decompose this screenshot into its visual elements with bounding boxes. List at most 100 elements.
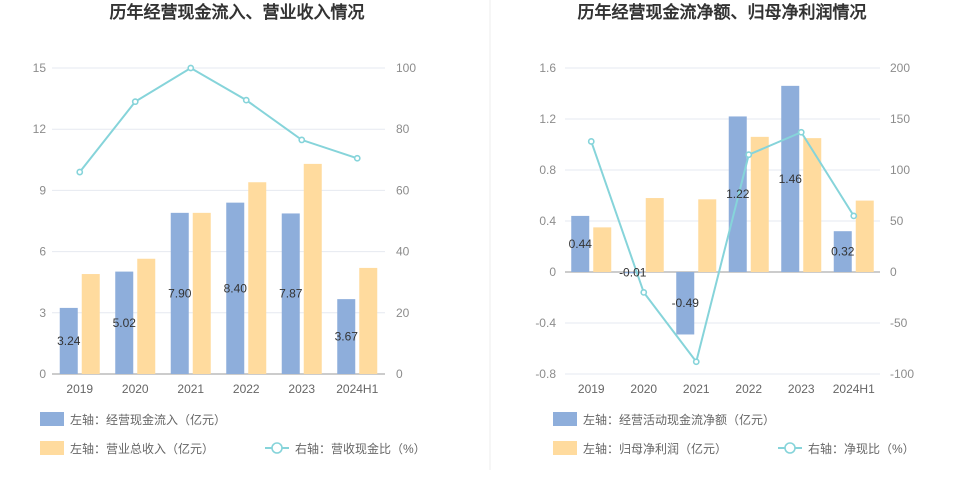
ratio-point: [242, 96, 250, 104]
y-left-tick-label: 0.4: [539, 214, 556, 228]
bar-series-1: [833, 231, 852, 272]
y-right-tick-label: 150: [890, 112, 910, 126]
legend-swatch: [553, 441, 577, 455]
y-left-tick-label: -0.4: [535, 316, 556, 330]
ratio-line: [78, 66, 358, 173]
legend-label: 右轴：营收现金比（%）: [295, 441, 426, 456]
y-right-tick-label: 40: [396, 245, 410, 259]
ratio-point: [745, 151, 753, 159]
y-left-tick-label: 3: [39, 306, 46, 320]
legend-swatch: [553, 412, 577, 426]
y-left-tick-label: 0.8: [539, 163, 556, 177]
y-left-tick-label: 6: [39, 245, 46, 259]
x-tick-label: 2023: [288, 382, 315, 396]
bar-data-label: 3.24: [57, 334, 81, 348]
bar-series-1: [623, 272, 642, 274]
bar-series-1: [781, 85, 800, 272]
bar-series-2: [359, 267, 378, 374]
y-right-tick-label: 0: [890, 265, 897, 279]
y-right-tick-label: 20: [396, 306, 410, 320]
ratio-point: [640, 288, 648, 296]
bar-series-1: [226, 202, 245, 374]
ratio-point: [298, 136, 306, 144]
ratio-point: [587, 138, 595, 145]
bar-series-2: [137, 258, 156, 374]
chart-title: 历年经营现金流净额、归母净利润情况: [578, 2, 867, 22]
bar-data-label: 0.32: [831, 245, 855, 259]
ratio-point: [797, 128, 805, 136]
bar-series-1: [337, 299, 356, 374]
bar-series-1: [115, 271, 134, 374]
bar-data-label: 8.40: [224, 281, 248, 295]
y-right-tick-label: 60: [396, 183, 410, 197]
legend-label: 左轴：经营现金流入（亿元）: [70, 412, 226, 427]
x-tick-label: 2021: [683, 382, 710, 396]
y-right-tick-label: 200: [890, 61, 910, 75]
legend-swatch: [40, 441, 64, 455]
x-tick-label: 2019: [66, 382, 93, 396]
bar-series-2: [645, 198, 664, 272]
y-right-tick-label: 100: [396, 61, 416, 75]
bar-series-2: [192, 212, 211, 374]
bar-data-label: 1.22: [726, 187, 750, 201]
bar-series-2: [750, 136, 769, 272]
legend-label: 左轴：经营活动现金流净额（亿元）: [583, 412, 775, 427]
ratio-point: [353, 154, 361, 162]
bar-data-label: 7.90: [168, 286, 192, 300]
y-right-tick-label: 80: [396, 122, 410, 136]
bar-series-1: [571, 215, 590, 272]
bar-data-label: 1.46: [779, 172, 803, 186]
bar-series-2: [303, 163, 322, 374]
y-right-tick-label: -50: [890, 316, 908, 330]
ratio-point: [131, 98, 139, 106]
bar-series-2: [593, 227, 612, 272]
x-tick-label: 2022: [735, 382, 762, 396]
bar-series-1: [281, 213, 300, 374]
bar-series-2: [855, 200, 874, 272]
y-left-tick-label: 0: [549, 265, 556, 279]
legend-label: 右轴：净现比（%）: [808, 441, 915, 456]
ratio-point: [187, 64, 195, 72]
bar-series-2: [698, 199, 717, 272]
x-tick-label: 2023: [788, 382, 815, 396]
x-tick-label: 2024H1: [336, 382, 378, 396]
legend-swatch: [40, 412, 64, 426]
bar-series-2: [803, 138, 822, 272]
legend-swatch-marker: [784, 442, 796, 454]
x-tick-label: 2022: [233, 382, 260, 396]
bar-series-2: [81, 274, 100, 374]
x-tick-label: 2021: [177, 382, 204, 396]
ratio-point: [692, 358, 700, 366]
y-right-tick-label: 100: [890, 163, 910, 177]
y-right-tick-label: -100: [890, 367, 914, 381]
y-left-tick-label: 0: [39, 367, 46, 381]
bar-data-label: 5.02: [113, 316, 137, 330]
ratio-point: [850, 212, 858, 220]
y-left-tick-label: 1.2: [539, 112, 556, 126]
bar-series-2: [248, 182, 267, 374]
y-left-tick-label: 12: [33, 122, 47, 136]
x-tick-label: 2020: [630, 382, 657, 396]
x-tick-label: 2020: [122, 382, 149, 396]
x-tick-label: 2019: [578, 382, 605, 396]
chart-panel-inflow-revenue: 历年经营现金流入、营业收入情况 0 3 6 9 12 15 0 20 40 60 80 100 2019 2…: [33, 2, 426, 456]
legend-label: 左轴：营业总收入（亿元）: [70, 441, 214, 456]
y-right-tick-label: 0: [396, 367, 403, 381]
ratio-line: [590, 131, 855, 365]
legend-swatch-marker: [271, 442, 283, 454]
y-left-tick-label: 15: [33, 61, 47, 75]
bar-data-label: 3.67: [335, 330, 359, 344]
y-right-tick-label: 50: [890, 214, 904, 228]
bar-data-label: 7.87: [279, 287, 303, 301]
legend-label: 左轴：归母净利润（亿元）: [583, 441, 727, 456]
chart-title: 历年经营现金流入、营业收入情况: [110, 2, 365, 22]
x-tick-label: 2024H1: [833, 382, 875, 396]
y-left-tick-label: 1.6: [539, 61, 556, 75]
bar-data-label: -0.01: [619, 266, 647, 280]
bar-data-label: 0.44: [569, 237, 593, 251]
bar-series-1: [170, 212, 189, 374]
chart-panel-netflow-profit: 历年经营现金流净额、归母净利润情况 -0.8 -0.4 0 0.4 0.8 1.2 1.6 -1…: [535, 2, 914, 456]
bar-series-1: [676, 272, 695, 335]
bar-data-label: -0.49: [672, 296, 700, 310]
